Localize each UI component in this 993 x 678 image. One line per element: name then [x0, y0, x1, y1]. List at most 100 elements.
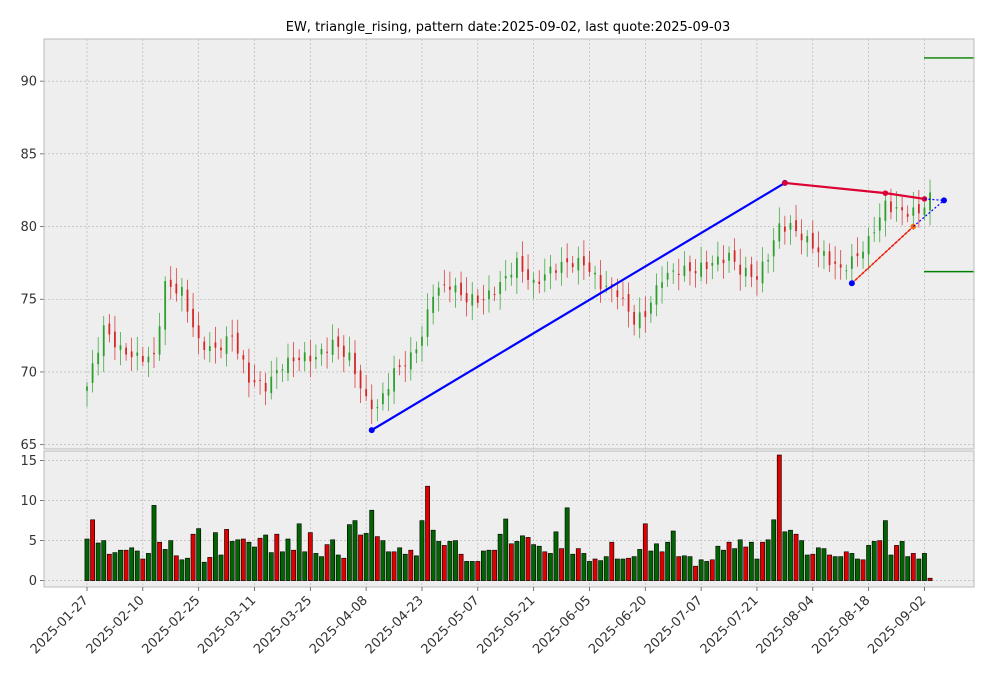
candle-body	[705, 261, 708, 270]
volume-bar	[866, 545, 872, 581]
volume-bar	[268, 552, 274, 581]
volume-bar	[788, 529, 793, 581]
candle-body	[448, 286, 451, 290]
volume-bar	[905, 556, 911, 581]
resistance-extension	[924, 198, 945, 201]
volume-bar	[296, 523, 302, 581]
volume-bar	[313, 553, 319, 581]
volume-bar	[458, 553, 464, 581]
main-trend-point	[368, 427, 375, 434]
candle-body	[867, 236, 870, 255]
volume-bar	[430, 529, 436, 581]
candle-body	[141, 356, 144, 362]
candle-body	[315, 357, 317, 360]
candle-body	[281, 369, 284, 371]
volume-bar	[503, 518, 509, 581]
candle-body	[169, 279, 172, 287]
candle-body	[337, 336, 340, 347]
candle-body	[577, 257, 580, 271]
volume-bar	[531, 544, 537, 581]
volume-bar	[475, 561, 481, 581]
x-tick-label: 2025-03-11	[195, 593, 259, 657]
candle-body	[901, 207, 904, 211]
candle-body	[716, 256, 719, 265]
volume-bar	[927, 577, 933, 581]
volume-bar	[257, 537, 263, 581]
candle-body	[147, 356, 150, 363]
candle-body	[510, 274, 513, 278]
candle-body	[616, 290, 619, 298]
volume-bar	[832, 556, 838, 581]
volume-bar	[676, 556, 682, 581]
volume-bar	[190, 533, 196, 581]
volume-bar	[201, 561, 207, 581]
volume-bar	[425, 485, 430, 581]
volume-bar	[324, 544, 330, 581]
candle-body	[862, 251, 864, 259]
candle-body	[242, 355, 245, 360]
candle-body	[86, 386, 88, 391]
candle-body	[711, 262, 714, 266]
candle-body	[181, 286, 183, 296]
candle-body	[387, 389, 390, 396]
volume-bar	[659, 551, 665, 581]
candle-body	[97, 352, 100, 365]
candle-body	[672, 270, 675, 272]
main-trend-line	[371, 181, 786, 432]
candle-body	[515, 258, 518, 278]
candle-body	[348, 352, 351, 361]
volume-bar	[252, 546, 257, 581]
volume-bar	[453, 540, 458, 581]
candle-body	[873, 232, 876, 234]
candle-body	[164, 281, 167, 330]
price-tick-label: 75	[20, 293, 37, 308]
volume-bar	[347, 524, 352, 581]
volume-bar	[213, 532, 218, 581]
candle-body	[884, 200, 887, 221]
volume-tick-label: 5	[29, 534, 37, 549]
candle-body	[728, 252, 730, 261]
candle-body	[912, 207, 915, 216]
volume-bar	[570, 553, 576, 581]
volume-bar	[626, 557, 631, 581]
volume-bar	[525, 537, 531, 581]
candle-body	[694, 271, 697, 274]
volume-bar	[559, 548, 564, 581]
candle-body	[733, 250, 736, 262]
candle-body	[700, 262, 703, 277]
volume-bar	[441, 545, 447, 581]
volume-bar	[291, 549, 296, 581]
volume-bar	[709, 559, 715, 581]
volume-bar	[542, 551, 548, 581]
candle-body	[767, 259, 770, 262]
candle-body	[834, 261, 837, 264]
candle-body	[130, 351, 133, 358]
candle-body	[532, 279, 535, 283]
volume-bar	[715, 545, 721, 581]
x-axis: 2025-01-272025-02-102025-02-252025-03-11…	[28, 587, 929, 657]
volume-bar	[899, 541, 905, 581]
volume-bar	[564, 507, 570, 581]
candle-body	[220, 347, 222, 351]
candle-body	[666, 272, 669, 280]
volume-bar	[106, 553, 112, 581]
volume-bar	[90, 519, 95, 581]
candle-body	[381, 393, 384, 405]
volume-tick-label: 0	[29, 574, 37, 589]
candle-body	[253, 380, 256, 383]
volume-bar	[464, 561, 470, 581]
price-panel-border	[43, 38, 975, 450]
volume-bar	[821, 548, 827, 581]
volume-bar	[916, 558, 922, 581]
candle-body	[158, 326, 161, 355]
candle-body	[471, 294, 474, 306]
volume-bar	[793, 533, 799, 581]
candle-body	[571, 263, 574, 268]
volume-bar	[497, 533, 503, 581]
volume-bar	[307, 532, 313, 581]
x-tick-label: 2025-04-08	[307, 593, 371, 657]
volume-bar	[855, 558, 860, 581]
volume-bar	[480, 550, 486, 581]
volume-bar	[168, 540, 174, 581]
volume-bar	[799, 540, 805, 581]
